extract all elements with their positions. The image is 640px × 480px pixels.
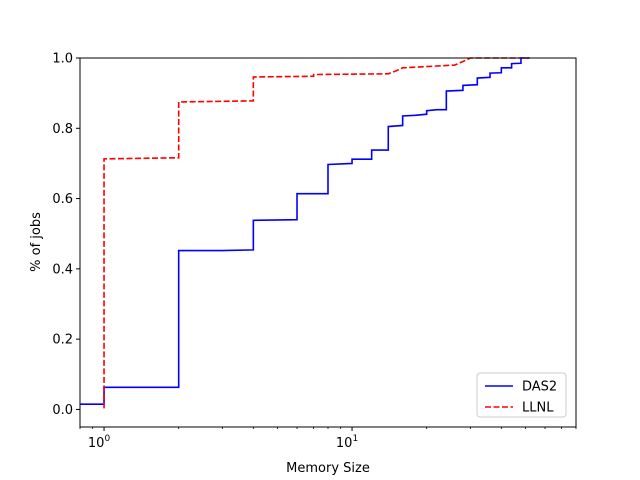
- legend-label-llnl: LLNL: [522, 401, 554, 416]
- y-tick-label: 0.8: [52, 122, 73, 137]
- y-tick-label: 0.2: [52, 333, 73, 348]
- x-tick-label: 101: [336, 434, 358, 451]
- y-axis-ticks: 0.0 0.2 0.4 0.6 0.8 1.0: [52, 52, 80, 418]
- x-axis-ticks: 100 101: [79, 427, 577, 451]
- y-tick-label: 0.4: [52, 262, 73, 277]
- y-tick-label: 0.6: [52, 192, 73, 207]
- plot-background: [80, 58, 576, 427]
- y-tick-label: 1.0: [52, 52, 73, 67]
- series-line-llnl: [103, 57, 530, 409]
- legend-box: [476, 372, 567, 418]
- series-layer: [80, 57, 530, 409]
- x-axis-label: Memory Size: [286, 461, 370, 476]
- y-axis-label: % of jobs: [29, 212, 44, 272]
- y-tick-label: 0.0: [52, 403, 73, 418]
- legend-label-das2: DAS2: [522, 380, 557, 395]
- x-tick-label: 100: [88, 434, 111, 451]
- legend: DAS2 LLNL: [476, 372, 567, 418]
- series-line-das2: [80, 57, 530, 405]
